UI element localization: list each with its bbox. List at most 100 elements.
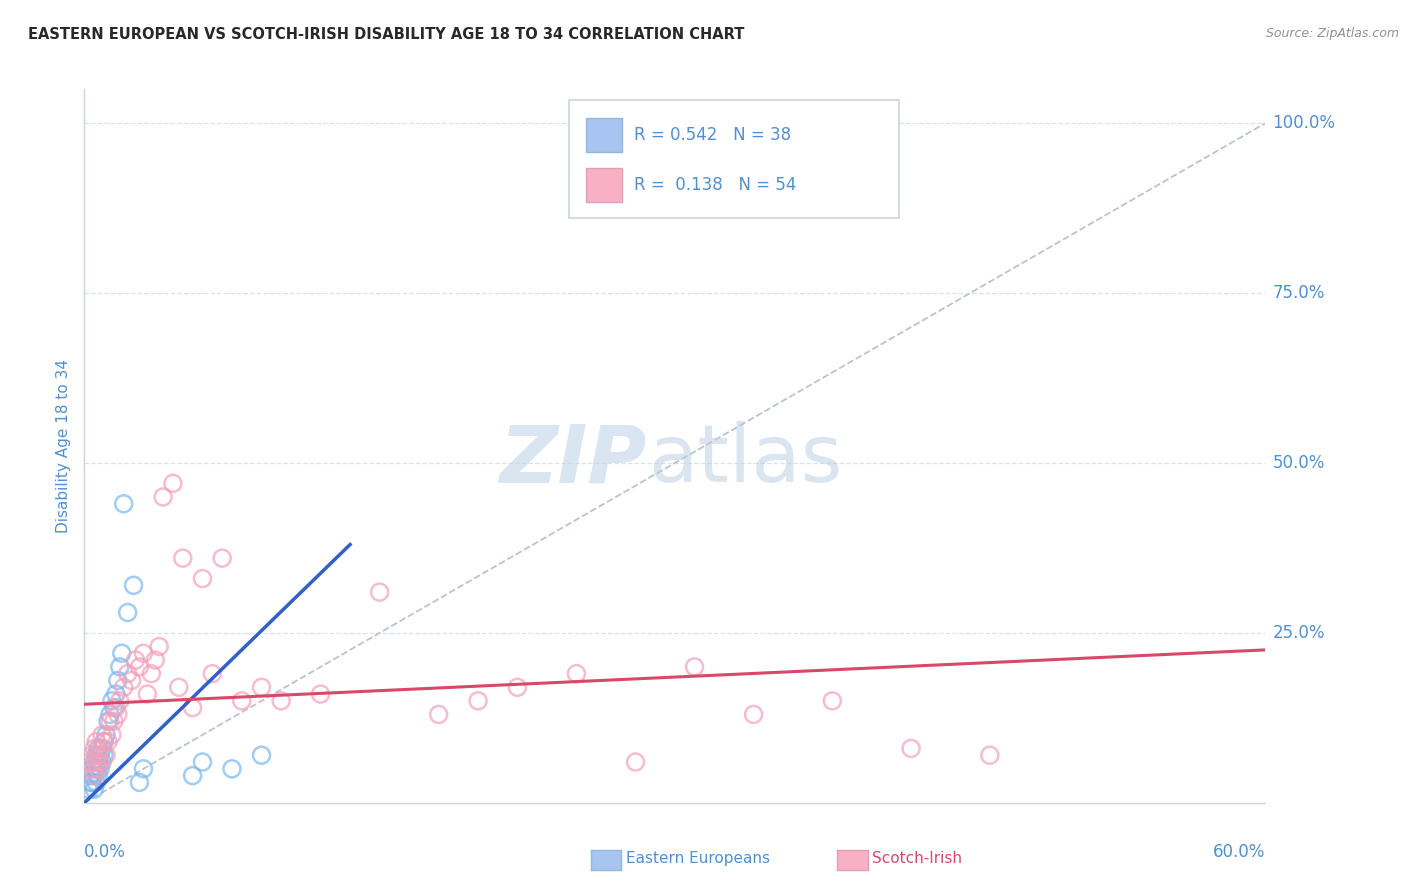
Point [83,769,105,783]
Point [181,700,204,714]
Point [152,490,174,504]
Point [742,707,765,722]
Point [108,660,131,674]
Point [103,714,125,729]
Text: 25.0%: 25.0% [1272,624,1324,642]
Point [148,640,170,654]
Point [77,782,100,797]
Point [136,687,159,701]
Point [565,666,588,681]
Text: R = 0.542   N = 38: R = 0.542 N = 38 [634,126,790,144]
Point [683,660,706,674]
Point [112,680,135,694]
Point [91,755,114,769]
Point [132,762,155,776]
Point [172,551,194,566]
Point [467,694,489,708]
Point [94,728,117,742]
Point [98,707,121,722]
Point [211,551,233,566]
Point [111,646,134,660]
Point [84,734,107,748]
Point [107,707,129,722]
Point [107,673,129,688]
Point [117,666,139,681]
Point [900,741,922,756]
Point [87,769,110,783]
Point [128,660,150,674]
Point [93,734,115,748]
Text: 0.0%: 0.0% [84,843,127,861]
Point [309,687,332,701]
Bar [586,118,621,152]
Point [104,700,127,714]
Point [79,769,101,783]
Point [141,666,163,681]
Point [89,748,111,763]
Point [83,741,105,756]
Text: Eastern Europeans: Eastern Europeans [626,851,769,865]
Point [201,666,224,681]
Text: 60.0%: 60.0% [1213,843,1265,861]
Point [87,755,110,769]
Point [979,748,1001,763]
Point [83,755,105,769]
Point [91,741,114,756]
Point [103,700,125,714]
Point [128,775,150,789]
Point [87,748,110,763]
Point [87,741,110,756]
Point [101,694,124,708]
Point [89,741,111,756]
Point [93,748,115,763]
Point [191,755,214,769]
Point [82,748,104,763]
Point [250,748,273,763]
Text: atlas: atlas [648,421,842,500]
Bar [586,168,621,202]
Point [221,762,243,776]
Point [94,748,117,763]
Point [84,762,107,776]
Point [427,707,450,722]
FancyBboxPatch shape [568,100,900,218]
Point [368,585,391,599]
Text: 100.0%: 100.0% [1272,114,1336,132]
Point [270,694,292,708]
Point [124,653,146,667]
Text: Source: ZipAtlas.com: Source: ZipAtlas.com [1265,27,1399,40]
Text: ZIP: ZIP [499,421,647,500]
Point [87,762,110,776]
Y-axis label: Disability Age 18 to 34: Disability Age 18 to 34 [56,359,72,533]
Point [83,769,105,783]
Point [82,762,104,776]
Point [93,734,115,748]
Point [89,762,111,776]
Point [117,606,139,620]
Point [97,714,120,729]
Point [91,728,114,742]
Point [82,775,104,789]
Point [122,578,145,592]
Point [79,755,101,769]
Point [167,680,190,694]
Point [112,497,135,511]
Point [98,714,121,729]
Point [97,734,120,748]
Point [231,694,253,708]
Point [121,673,143,688]
Point [79,775,101,789]
Point [84,748,107,763]
Point [108,694,131,708]
Point [506,680,529,694]
Point [250,680,273,694]
Point [821,694,844,708]
Point [191,572,214,586]
Text: EASTERN EUROPEAN VS SCOTCH-IRISH DISABILITY AGE 18 TO 34 CORRELATION CHART: EASTERN EUROPEAN VS SCOTCH-IRISH DISABIL… [28,27,745,42]
Point [143,653,166,667]
Point [89,755,111,769]
Text: Scotch-Irish: Scotch-Irish [872,851,962,865]
Point [84,775,107,789]
Point [181,769,204,783]
Text: 75.0%: 75.0% [1272,284,1324,302]
